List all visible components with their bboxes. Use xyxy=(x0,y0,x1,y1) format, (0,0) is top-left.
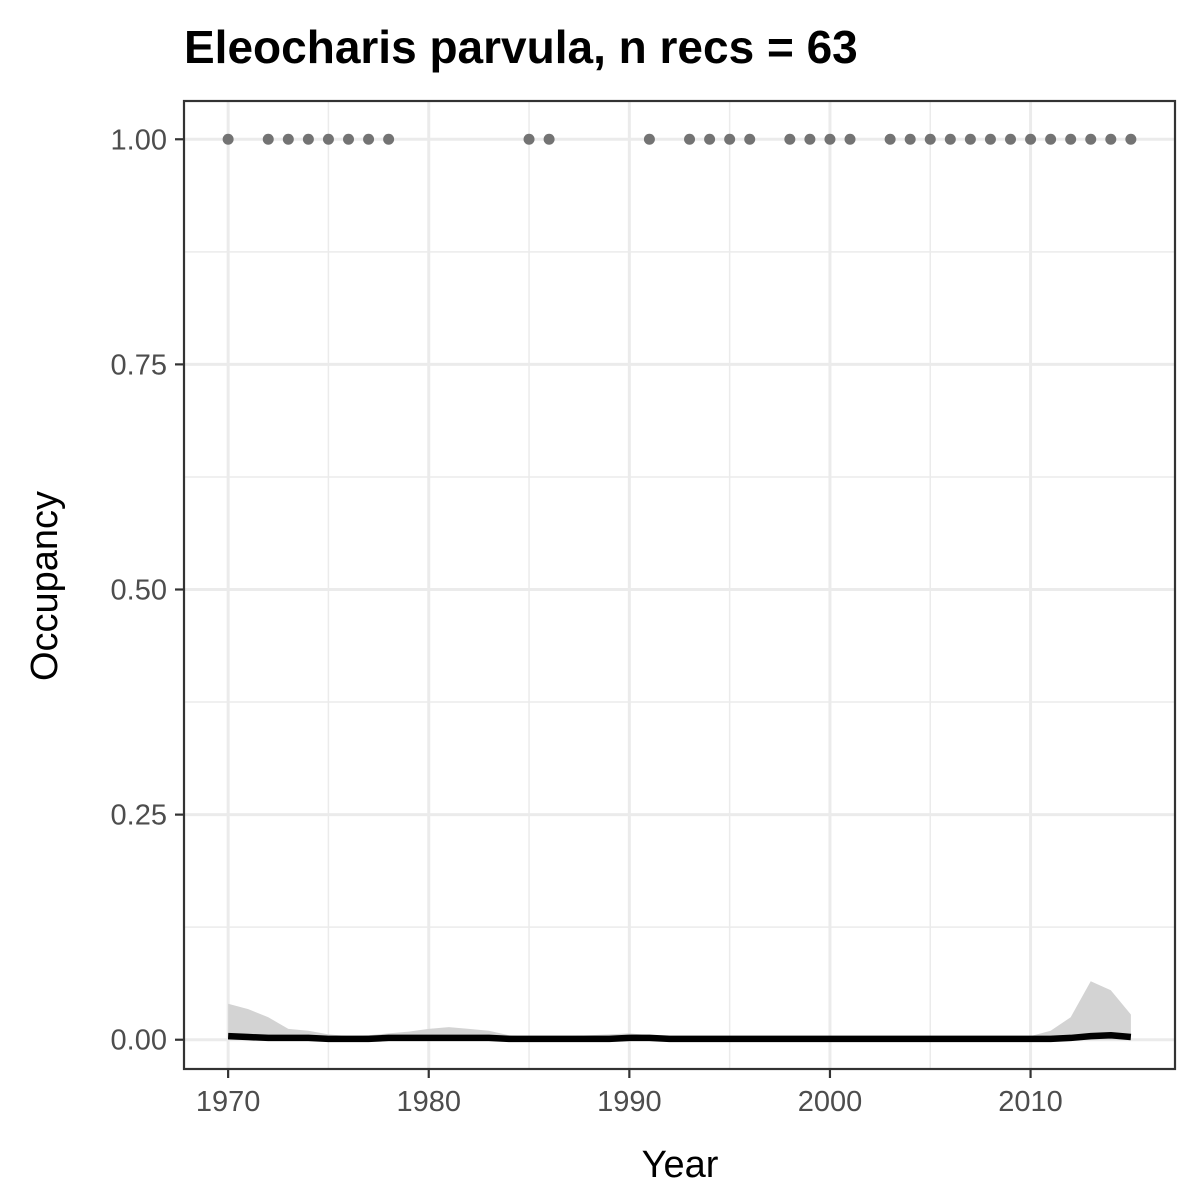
record-point xyxy=(1025,133,1037,145)
record-point xyxy=(984,133,996,145)
record-point xyxy=(804,133,816,145)
x-tick-label: 1990 xyxy=(597,1086,662,1118)
record-point xyxy=(643,133,655,145)
record-points-layer xyxy=(222,133,1137,145)
record-point xyxy=(904,133,916,145)
record-point xyxy=(543,133,555,145)
record-point xyxy=(1125,133,1137,145)
record-point xyxy=(322,133,334,145)
record-point xyxy=(924,133,936,145)
trend-line-layer xyxy=(227,1031,1132,1043)
y-tick-label: 0.50 xyxy=(111,575,167,607)
y-tick-label: 0.75 xyxy=(111,349,167,381)
record-point xyxy=(222,133,234,145)
record-point xyxy=(363,133,375,145)
record-point xyxy=(1105,133,1117,145)
x-tick-label: 2010 xyxy=(998,1086,1063,1118)
y-axis: 0.00 0.25 0.50 0.75 1.00 xyxy=(111,124,184,1057)
record-point xyxy=(844,133,856,145)
y-tick-label: 0.25 xyxy=(111,800,167,832)
record-point xyxy=(523,133,535,145)
panel-border xyxy=(182,99,1177,1071)
record-point xyxy=(1085,133,1097,145)
record-point xyxy=(944,133,956,145)
chart-title: Eleocharis parvula, n recs = 63 xyxy=(184,21,858,73)
record-point xyxy=(704,133,716,145)
record-point xyxy=(1005,133,1017,145)
y-axis-label: Occupancy xyxy=(24,491,66,681)
record-point xyxy=(744,133,756,145)
record-point xyxy=(964,133,976,145)
x-tick-label: 1980 xyxy=(396,1086,461,1118)
record-point xyxy=(262,133,274,145)
y-tick-label: 0.00 xyxy=(111,1025,167,1057)
record-point xyxy=(724,133,736,145)
x-axis: 1970 1980 1990 2000 2010 xyxy=(196,1069,1063,1118)
record-point xyxy=(282,133,294,145)
x-tick-label: 2000 xyxy=(798,1086,863,1118)
x-axis-label: Year xyxy=(642,1144,719,1186)
record-point xyxy=(302,133,314,145)
confidence-ribbon xyxy=(228,981,1131,1040)
grid xyxy=(184,101,1175,1069)
record-point xyxy=(684,133,696,145)
confidence-ribbon-layer xyxy=(228,981,1131,1040)
record-point xyxy=(784,133,796,145)
record-point xyxy=(824,133,836,145)
y-tick-label: 1.00 xyxy=(111,124,167,156)
occupancy-trend-line xyxy=(227,1031,1132,1043)
record-point xyxy=(884,133,896,145)
x-tick-label: 1970 xyxy=(196,1086,261,1118)
record-point xyxy=(1065,133,1077,145)
record-point xyxy=(383,133,395,145)
record-point xyxy=(1045,133,1057,145)
record-point xyxy=(342,133,354,145)
